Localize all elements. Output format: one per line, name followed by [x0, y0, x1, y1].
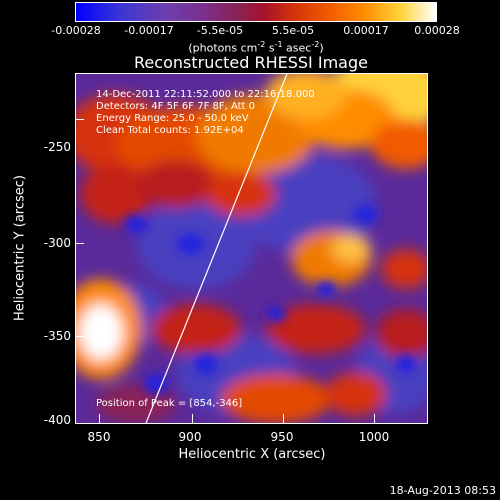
y-tick-label: -250	[43, 140, 71, 154]
colorbar-tick-label: -0.00017	[124, 24, 174, 37]
x-tickmark	[374, 414, 375, 423]
x-tick-label: 950	[270, 430, 294, 444]
x-axis-title: Heliocentric X (arcsec)	[178, 447, 326, 462]
x-tickmark	[99, 414, 100, 423]
heatmap-deep-blue-spots	[124, 205, 416, 394]
colorbar-tick-label: 5.5e-05	[271, 24, 315, 37]
x-tick-label: 850	[87, 430, 111, 444]
colorbar-tick-label: 0.00028	[414, 24, 460, 37]
colorbar-tick-label: -5.5e-05	[196, 24, 244, 37]
observation-time: 14-Dec-2011 22:11:52.000 to 22:16:18.000	[96, 89, 315, 100]
plot-title: Reconstructed RHESSI Image	[134, 53, 368, 72]
y-tickmark	[76, 243, 84, 244]
peak-position: Position of Peak = [854,-346]	[96, 398, 243, 409]
colorbar-tick-label: -0.00028	[51, 24, 101, 37]
rhessi-image-heatmap	[76, 74, 427, 423]
colorbar-tick-label: 0.00017	[343, 24, 389, 37]
detectors-info: Detectors: 4F 5F 6F 7F 8F, Att 0	[96, 101, 256, 112]
x-tickmark	[283, 414, 284, 423]
y-tick-label: -350	[43, 329, 71, 343]
y-axis-title: Heliocentric Y (arcsec)	[12, 175, 28, 321]
energy-range-info: Energy Range: 25.0 - 50.0 keV	[96, 113, 249, 124]
colorbar	[75, 2, 437, 22]
rhessi-image-plot	[75, 73, 428, 424]
heatmap-blobs	[76, 74, 427, 423]
clean-total-counts: Clean Total counts: 1.92E+04	[96, 125, 244, 136]
colorbar-unit-label: (photons cm-2 s-1 asec-2)	[188, 40, 324, 55]
x-tick-label: 1000	[358, 430, 390, 444]
y-tick-label: -400	[43, 413, 71, 427]
x-tickmark	[192, 414, 193, 423]
y-tick-label: -300	[43, 236, 71, 250]
generation-timestamp: 18-Aug-2013 08:53	[389, 484, 496, 497]
solar-limb-line	[145, 74, 288, 423]
y-tickmark	[76, 336, 84, 337]
y-tickmark	[76, 119, 84, 120]
x-tick-label: 900	[178, 430, 202, 444]
